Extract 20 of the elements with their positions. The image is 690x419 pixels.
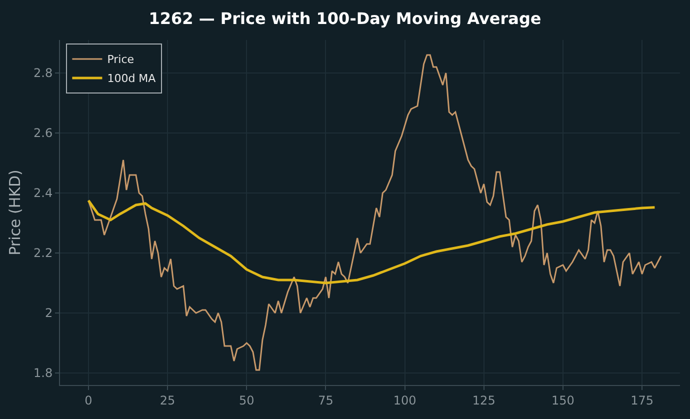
- x-tick-label: 25: [160, 393, 176, 408]
- y-tick-label: 2.6: [34, 126, 53, 140]
- y-tick-label: 2.4: [34, 186, 53, 200]
- y-tick-label: 2.8: [34, 66, 53, 80]
- x-tick-label: 175: [630, 393, 654, 408]
- y-axis-title: Price (HKD): [6, 170, 24, 256]
- legend-label: Price: [107, 53, 134, 66]
- x-tick-label: 125: [472, 393, 496, 408]
- line-series: [87, 199, 656, 284]
- y-tick-label: 2: [44, 306, 53, 320]
- legend-label: 100d MA: [107, 72, 156, 86]
- y-tick-label: 1.8: [34, 366, 53, 380]
- x-tick-label: 75: [318, 393, 334, 408]
- x-tick-label: 50: [238, 393, 254, 408]
- x-tick-label: 150: [552, 393, 574, 408]
- chart-title: 1262 — Price with 100-Day Moving Average: [148, 8, 542, 28]
- x-tick-label: 0: [84, 393, 92, 408]
- y-tick-label: 2.2: [34, 246, 53, 260]
- x-tick-label: 100: [393, 393, 416, 408]
- line-series: [88, 54, 662, 371]
